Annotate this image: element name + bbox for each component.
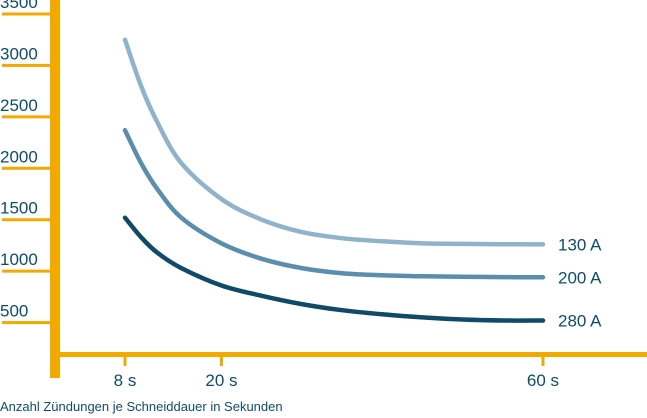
y-tick-label: 2000	[0, 147, 38, 166]
y-tick-label: 500	[0, 302, 28, 321]
series-lines	[122, 37, 546, 323]
series-label: 130 A	[558, 235, 602, 254]
y-tick-label: 3000	[0, 44, 38, 63]
y-tick-mark	[2, 63, 50, 67]
x-tick-label: 8 s	[114, 371, 137, 390]
y-axis-line	[50, 0, 60, 378]
series-line-280-a	[122, 215, 546, 323]
y-tick-label: 2500	[0, 96, 38, 115]
y-tick-labels: 500 1000 1500 2000 2500 3000 3500	[0, 0, 50, 325]
y-tick-mark	[2, 321, 50, 325]
x-tick-labels: 8 s 20 s 60 s	[114, 355, 559, 390]
x-axis-title: Anzahl Zündungen je Schneiddauer in Seku…	[0, 399, 283, 414]
y-tick-label: 3500	[0, 0, 38, 12]
y-tick-mark	[2, 218, 50, 222]
y-tick-mark	[2, 269, 50, 273]
y-tick-mark	[2, 166, 50, 170]
y-tick-mark	[2, 12, 50, 16]
x-tick-mark	[219, 355, 223, 366]
series-label: 280 A	[558, 312, 602, 331]
series-labels: 130 A 200 A 280 A	[558, 235, 602, 330]
y-tick-label: 1500	[0, 199, 38, 218]
x-tick-label: 20 s	[205, 371, 237, 390]
x-tick-mark	[123, 355, 127, 366]
series-line-130-a	[122, 37, 546, 247]
y-tick-label: 1000	[0, 250, 38, 269]
series-label: 200 A	[558, 268, 602, 287]
series-line-200-a	[122, 127, 546, 280]
x-tick-label: 60 s	[527, 371, 559, 390]
x-tick-mark	[541, 355, 545, 366]
y-tick-mark	[2, 115, 50, 119]
x-axis-line	[60, 352, 647, 357]
axes	[50, 0, 647, 378]
